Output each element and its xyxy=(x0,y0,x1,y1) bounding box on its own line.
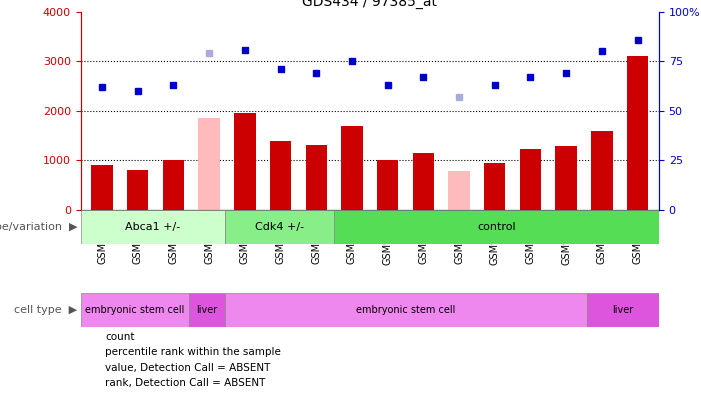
Bar xyxy=(587,293,659,327)
Bar xyxy=(163,160,184,210)
Bar xyxy=(225,293,587,327)
Bar xyxy=(341,126,362,210)
Bar xyxy=(377,160,398,210)
Text: embryonic stem cell: embryonic stem cell xyxy=(85,305,184,315)
Text: count: count xyxy=(105,332,135,342)
Text: Abca1 +/-: Abca1 +/- xyxy=(125,222,181,232)
Text: Cdk4 +/-: Cdk4 +/- xyxy=(255,222,304,232)
Bar xyxy=(413,153,434,210)
Bar xyxy=(225,210,334,244)
Bar xyxy=(449,171,470,210)
Text: liver: liver xyxy=(612,305,634,315)
Text: cell type  ▶: cell type ▶ xyxy=(14,305,77,315)
Bar xyxy=(591,131,613,210)
Text: liver: liver xyxy=(196,305,218,315)
Bar xyxy=(234,113,256,210)
Bar xyxy=(627,56,648,210)
Bar xyxy=(306,145,327,210)
Bar xyxy=(91,165,113,210)
Bar xyxy=(519,149,541,210)
Text: percentile rank within the sample: percentile rank within the sample xyxy=(105,347,281,357)
Bar xyxy=(484,163,505,210)
Bar xyxy=(127,170,149,210)
Bar xyxy=(555,145,577,210)
Bar xyxy=(189,293,225,327)
Bar xyxy=(81,210,225,244)
Bar xyxy=(81,293,189,327)
Text: rank, Detection Call = ABSENT: rank, Detection Call = ABSENT xyxy=(105,378,266,388)
Bar xyxy=(198,118,220,210)
Text: control: control xyxy=(477,222,516,232)
Text: genotype/variation  ▶: genotype/variation ▶ xyxy=(0,222,77,232)
Text: embryonic stem cell: embryonic stem cell xyxy=(356,305,456,315)
Bar xyxy=(334,210,659,244)
Title: GDS434 / 97385_at: GDS434 / 97385_at xyxy=(302,0,437,10)
Text: value, Detection Call = ABSENT: value, Detection Call = ABSENT xyxy=(105,363,271,373)
Bar xyxy=(270,141,291,210)
